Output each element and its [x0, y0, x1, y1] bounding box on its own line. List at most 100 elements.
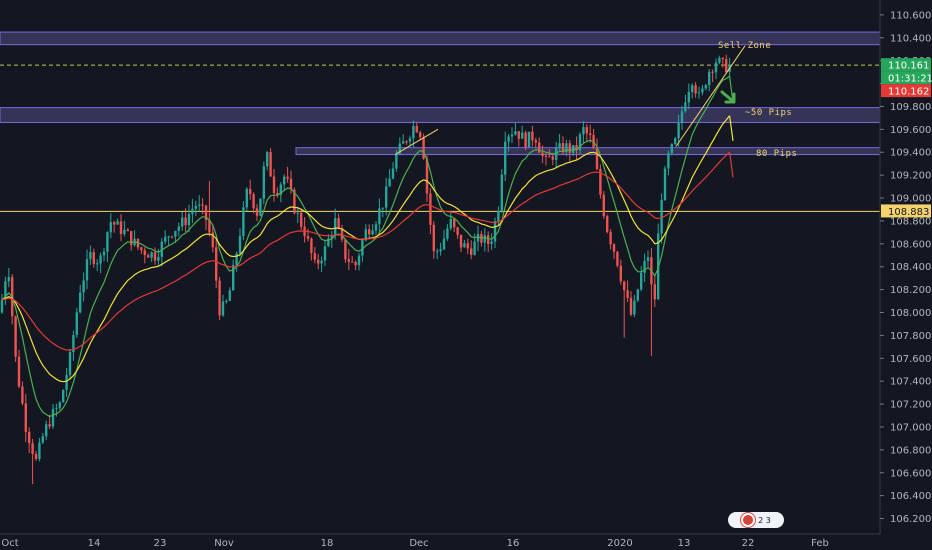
candle-body — [252, 194, 255, 209]
candle-body — [616, 251, 619, 266]
candle-body — [75, 312, 78, 335]
candle-body — [436, 251, 439, 253]
candle-body — [157, 256, 160, 261]
candle-body — [99, 255, 102, 264]
tradingview-logo-badge[interactable]: 2 3 — [728, 512, 784, 528]
candle-body — [242, 207, 245, 237]
candle-body — [194, 205, 197, 209]
candle-body — [283, 176, 286, 185]
candle-body — [500, 174, 503, 211]
candle-body — [218, 280, 221, 316]
candle-body — [687, 92, 690, 103]
y-tick-label: 108.000 — [890, 308, 931, 319]
candle-body — [354, 261, 357, 266]
candle-body — [262, 166, 265, 199]
candle-body — [320, 260, 323, 264]
candle-body — [449, 218, 452, 229]
candle-body — [34, 453, 38, 459]
x-tick-label: Feb — [811, 538, 829, 549]
candle-body — [300, 212, 303, 227]
y-tick-label: 106.600 — [890, 468, 931, 479]
trendline-jan — [675, 45, 746, 147]
annotation-3: 80 Pips — [756, 149, 797, 159]
candle-body — [344, 239, 347, 260]
candle-body — [636, 289, 639, 301]
candle-body — [425, 158, 429, 194]
candle-body — [415, 125, 418, 133]
candle-body — [684, 102, 687, 112]
candle-body — [544, 155, 548, 157]
candle-body — [130, 231, 133, 246]
candle-body — [181, 217, 184, 227]
moving-average-3 — [1, 151, 731, 351]
candle-body — [164, 236, 167, 242]
candle-body — [167, 236, 170, 238]
y-tick-label: 109.800 — [890, 102, 931, 113]
candle-body — [555, 148, 558, 160]
candle-body — [442, 238, 446, 250]
candle-body — [31, 443, 34, 454]
candle-body — [609, 231, 612, 245]
candle-body — [504, 141, 507, 175]
candle-body — [174, 230, 177, 237]
down-arrow-icon — [720, 90, 736, 104]
candle-body — [585, 127, 588, 134]
candle-body — [714, 62, 718, 73]
candle-body — [548, 156, 551, 158]
candle-body — [432, 224, 435, 252]
candle-body — [463, 243, 466, 248]
candle-body — [28, 431, 31, 444]
candle-body — [718, 57, 721, 63]
candle-body — [96, 263, 99, 265]
y-tick-label: 108.800 — [890, 216, 931, 227]
candle-body — [211, 232, 214, 248]
candle-body — [334, 218, 337, 236]
candle-body — [561, 143, 565, 153]
candle-body — [330, 235, 333, 239]
candle-body — [113, 222, 116, 225]
candle-body — [351, 261, 354, 263]
candle-body — [225, 300, 228, 302]
candle-body — [514, 131, 517, 135]
candle-body — [62, 390, 65, 403]
candle-body — [589, 133, 592, 136]
candle-body — [643, 261, 646, 273]
candle-body — [510, 134, 514, 137]
candle-body — [72, 334, 75, 353]
candle-body — [646, 257, 650, 262]
candle-body — [150, 252, 153, 258]
candle-body — [524, 132, 527, 148]
candle-body — [623, 281, 626, 291]
candle-body — [198, 204, 201, 206]
candle-body — [725, 59, 728, 73]
candle-body — [599, 169, 602, 195]
candle-body — [704, 85, 707, 89]
candle-body — [701, 88, 704, 93]
candle-body — [116, 221, 119, 225]
y-tick-label: 107.000 — [890, 422, 931, 433]
candle-body — [575, 145, 578, 151]
candle-body — [306, 236, 310, 239]
candle-body — [694, 85, 697, 94]
x-tick-label: 16 — [507, 538, 520, 549]
candle-body — [79, 292, 82, 313]
candle-body — [323, 246, 327, 261]
candle-body — [697, 92, 701, 94]
candle-body — [402, 141, 405, 144]
y-tick-label: 109.000 — [890, 194, 931, 205]
candle-body — [408, 138, 412, 142]
logo-icon — [741, 513, 756, 527]
candle-body — [296, 212, 299, 214]
candle-body — [245, 188, 248, 208]
candle-body — [279, 184, 282, 195]
y-tick-label: 109.200 — [890, 171, 931, 182]
candle-body — [660, 200, 663, 234]
candle-body — [361, 240, 364, 256]
candle-body — [191, 208, 194, 215]
candle-body — [466, 243, 469, 249]
moving-average-projection-3 — [729, 152, 734, 178]
candle-body — [85, 259, 89, 281]
